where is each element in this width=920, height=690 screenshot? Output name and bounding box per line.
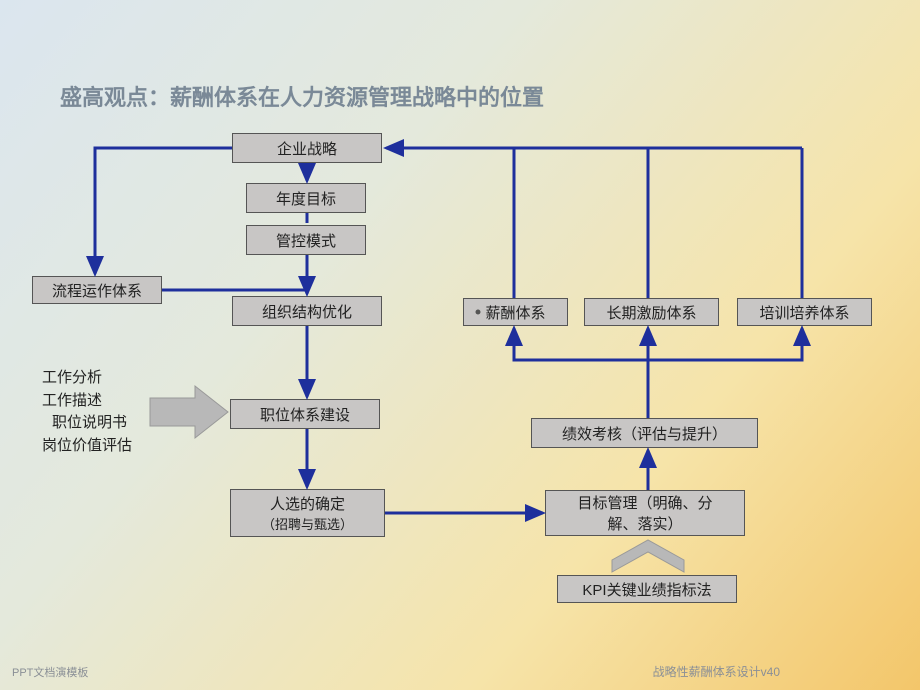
box-incentive: 长期激励体系 bbox=[584, 298, 719, 326]
box-sublabel: （招聘与甄选） bbox=[262, 514, 353, 533]
box-enterprise-strategy: 企业战略 bbox=[232, 133, 382, 163]
box-label: 人选的确定 bbox=[270, 493, 345, 514]
box-label: 职位体系建设 bbox=[260, 404, 350, 425]
box-candidate: 人选的确定 （招聘与甄选） bbox=[230, 489, 385, 537]
box-control-mode: 管控模式 bbox=[246, 225, 366, 255]
box-label: 薪酬体系 bbox=[485, 302, 545, 323]
box-label: 培训培养体系 bbox=[759, 302, 849, 323]
box-label: 绩效考核（评估与提升） bbox=[562, 423, 727, 444]
box-label: 管控模式 bbox=[276, 230, 336, 251]
side-line4: 岗位价值评估 bbox=[42, 435, 132, 458]
box-process-system: 流程运作体系 bbox=[32, 276, 162, 304]
side-line3: 职位说明书 bbox=[52, 412, 132, 435]
box-annual-goal: 年度目标 bbox=[246, 183, 366, 213]
footer-left: PPT文档演模板 bbox=[12, 664, 88, 680]
box-position-system: 职位体系建设 bbox=[230, 399, 380, 429]
footer-right: 战略性薪酬体系设计v40 bbox=[653, 663, 780, 680]
side-line2: 工作描述 bbox=[42, 390, 132, 413]
box-performance: 绩效考核（评估与提升） bbox=[531, 418, 758, 448]
box-label: 年度目标 bbox=[276, 188, 336, 209]
box-kpi: KPI关键业绩指标法 bbox=[557, 575, 737, 603]
box-org-structure: 组织结构优化 bbox=[232, 296, 382, 326]
box-label: 流程运作体系 bbox=[52, 280, 142, 301]
box-label: 企业战略 bbox=[277, 138, 337, 159]
page-title: 盛高观点：薪酬体系在人力资源管理战略中的位置 bbox=[60, 80, 544, 112]
box-compensation: 薪酬体系 bbox=[463, 298, 568, 326]
box-label: KPI关键业绩指标法 bbox=[582, 579, 711, 600]
side-line1: 工作分析 bbox=[42, 367, 132, 390]
box-label: 组织结构优化 bbox=[262, 301, 352, 322]
box-label: 长期激励体系 bbox=[606, 302, 696, 323]
side-textblock: 工作分析 工作描述 职位说明书 岗位价值评估 bbox=[42, 367, 132, 457]
box-label2: 解、落实） bbox=[607, 513, 682, 534]
box-label: 目标管理（明确、分 bbox=[577, 492, 712, 513]
box-training: 培训培养体系 bbox=[737, 298, 872, 326]
box-target-mgmt: 目标管理（明确、分 解、落实） bbox=[545, 490, 745, 536]
